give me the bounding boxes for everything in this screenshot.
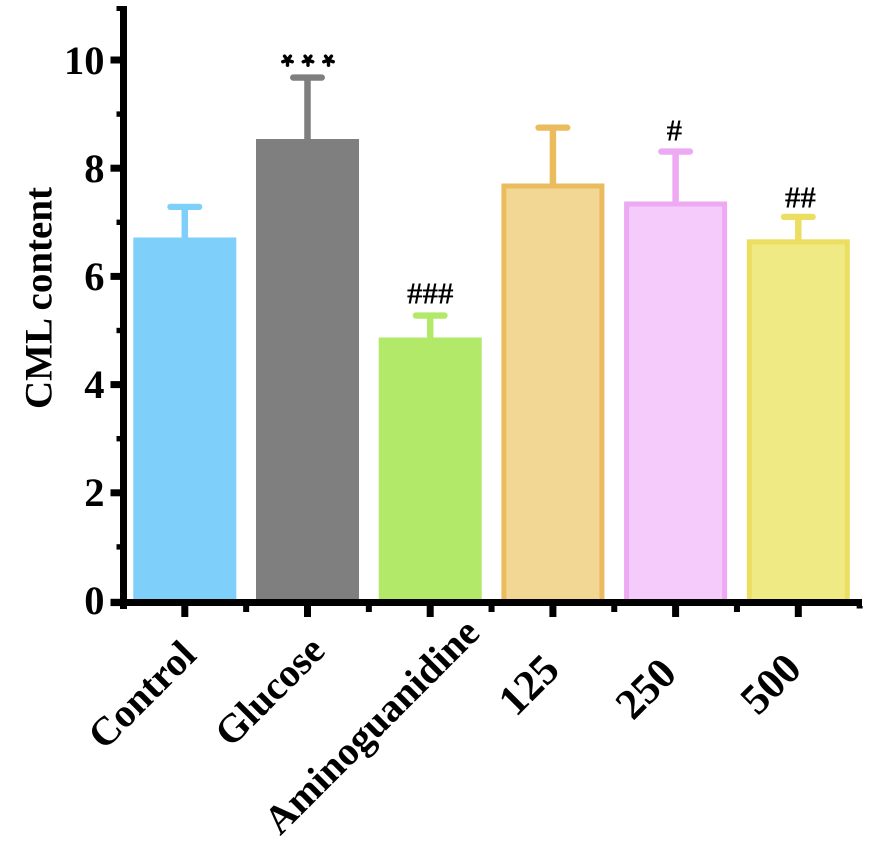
svg-text:6: 6 bbox=[84, 254, 104, 299]
svg-text:8: 8 bbox=[84, 146, 104, 191]
svg-text:###: ### bbox=[407, 276, 454, 311]
svg-text:CML content: CML content bbox=[18, 187, 61, 409]
svg-text:##: ## bbox=[785, 179, 817, 214]
svg-text:2: 2 bbox=[84, 470, 104, 515]
svg-text:4: 4 bbox=[84, 362, 104, 407]
svg-text:#: # bbox=[667, 112, 683, 147]
svg-text:10: 10 bbox=[64, 38, 105, 83]
svg-text:0: 0 bbox=[84, 578, 104, 623]
